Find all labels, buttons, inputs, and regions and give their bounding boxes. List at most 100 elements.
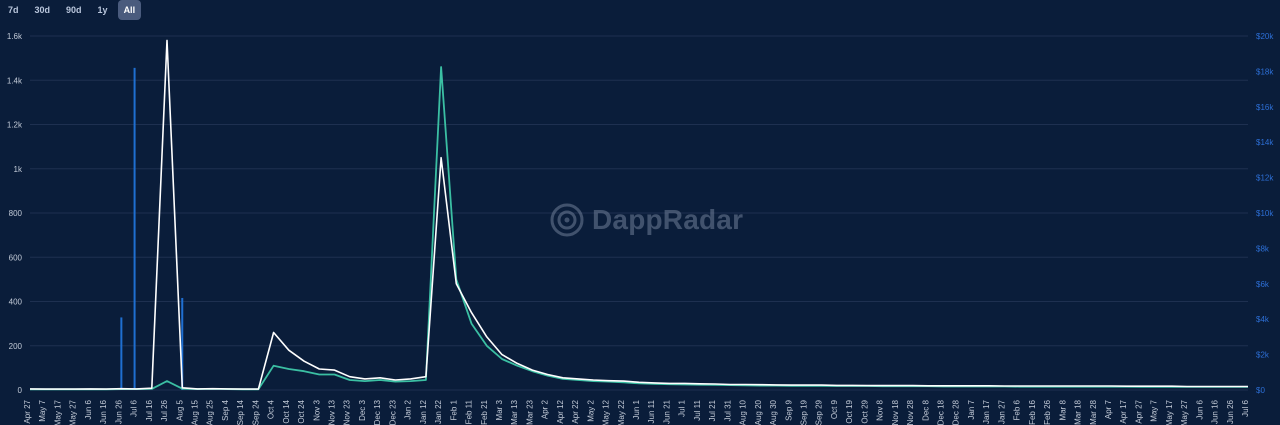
x-tick-label: May 27 — [69, 399, 78, 425]
x-tick-label: Sep 14 — [236, 399, 245, 425]
x-tick-label: Jan 12 — [419, 399, 428, 424]
x-tick-label: May 7 — [38, 399, 47, 421]
x-tick-label: Jul 6 — [130, 399, 139, 416]
y-right-tick-label: $8k — [1256, 244, 1270, 253]
tab-1y[interactable]: 1y — [97, 5, 108, 15]
x-tick-label: Oct 14 — [282, 399, 291, 423]
x-tick-label: Aug 25 — [206, 399, 215, 425]
x-tick-label: Oct 29 — [860, 399, 869, 423]
y-right-tick-label: $18k — [1256, 67, 1274, 76]
x-tick-label: Jul 6 — [1241, 399, 1250, 416]
y-left-tick-label: 1k — [14, 165, 23, 174]
y-right-tick-label: $0 — [1256, 386, 1265, 395]
x-tick-label: Jun 21 — [662, 399, 671, 424]
y-right-tick-label: $2k — [1256, 351, 1270, 360]
watermark-text: DappRadar — [592, 204, 744, 235]
x-tick-label: Oct 9 — [830, 399, 839, 419]
y-right-tick-label: $12k — [1256, 174, 1274, 183]
x-tick-label: Jun 26 — [1226, 399, 1235, 424]
x-tick-label: Jun 26 — [114, 399, 123, 424]
x-tick-label: Jul 11 — [693, 399, 702, 420]
x-tick-label: Feb 21 — [480, 399, 489, 424]
x-tick-label: Jun 16 — [1211, 399, 1220, 424]
x-tick-label: Nov 8 — [876, 399, 885, 420]
x-tick-label: Nov 18 — [891, 399, 900, 425]
y-right-tick-label: $20k — [1256, 32, 1274, 41]
x-tick-label: Feb 16 — [1028, 399, 1037, 424]
tab-7d[interactable]: 7d — [8, 5, 19, 15]
x-tick-label: Jan 7 — [967, 399, 976, 419]
x-tick-label: Feb 6 — [1013, 399, 1022, 420]
y-left-tick-label: 1.4k — [7, 76, 23, 85]
tab-90d[interactable]: 90d — [66, 5, 82, 15]
x-tick-label: Nov 23 — [343, 399, 352, 425]
y-left-tick-label: 0 — [18, 386, 23, 395]
x-tick-label: May 12 — [602, 399, 611, 425]
x-tick-label: Apr 2 — [541, 399, 550, 419]
x-tick-label: Dec 3 — [358, 399, 367, 420]
x-tick-label: Mar 18 — [1074, 399, 1083, 424]
x-tick-label: Sep 24 — [251, 399, 260, 425]
x-tick-label: Nov 28 — [906, 399, 915, 425]
tab-all[interactable]: All — [117, 0, 142, 20]
x-tick-label: Jul 21 — [708, 399, 717, 421]
x-tick-label: Mar 3 — [495, 399, 504, 420]
x-tick-label: Nov 3 — [312, 399, 321, 420]
x-tick-label: May 27 — [1180, 399, 1189, 425]
x-tick-label: Apr 27 — [1134, 399, 1143, 423]
x-tick-label: Sep 19 — [799, 399, 808, 425]
x-tick-label: Mar 13 — [510, 399, 519, 424]
x-tick-label: Feb 1 — [449, 399, 458, 420]
x-tick-label: Jul 1 — [678, 399, 687, 416]
y-right-tick-label: $6k — [1256, 280, 1270, 289]
x-tick-label: Dec 18 — [937, 399, 946, 425]
x-tick-label: Feb 11 — [465, 399, 474, 424]
x-tick-label: Oct 4 — [267, 399, 276, 419]
x-tick-label: Jun 1 — [632, 399, 641, 419]
x-tick-label: Dec 28 — [952, 399, 961, 425]
x-tick-label: May 17 — [53, 399, 62, 425]
tab-30d[interactable]: 30d — [34, 5, 51, 15]
x-tick-label: Jun 6 — [84, 399, 93, 419]
x-tick-label: Nov 13 — [328, 399, 337, 425]
x-tick-label: Aug 10 — [739, 399, 748, 425]
volume-bar — [120, 317, 123, 390]
users-series-line — [29, 39, 1248, 390]
x-tick-label: Mar 23 — [525, 399, 534, 424]
x-tick-label: May 22 — [617, 399, 626, 425]
x-tick-label: Oct 19 — [845, 399, 854, 423]
x-tick-label: May 17 — [1165, 399, 1174, 425]
y-left-tick-label: 400 — [9, 298, 23, 307]
x-tick-label: Dec 8 — [921, 399, 930, 420]
volume-bar — [181, 297, 184, 390]
y-left-tick-label: 1.2k — [7, 121, 23, 130]
x-tick-label: Apr 17 — [1119, 399, 1128, 423]
x-tick-label: Jan 22 — [434, 399, 443, 424]
x-tick-label: Aug 30 — [769, 399, 778, 425]
x-tick-label: Jul 16 — [145, 399, 154, 421]
x-tick-label: Feb 26 — [1043, 399, 1052, 424]
x-tick-label: Mar 28 — [1089, 399, 1098, 424]
x-tick-label: Jan 27 — [997, 399, 1006, 424]
x-tick-label: Apr 27 — [23, 399, 32, 423]
dappradar-watermark: DappRadar — [550, 203, 743, 237]
x-tick-label: Apr 12 — [556, 399, 565, 423]
x-tick-label: Aug 15 — [190, 399, 199, 425]
x-tick-label: Sep 9 — [784, 399, 793, 420]
y-right-tick-label: $14k — [1256, 138, 1274, 147]
x-tick-label: Oct 24 — [297, 399, 306, 423]
x-tick-label: May 2 — [586, 399, 595, 421]
x-tick-label: Jan 2 — [404, 399, 413, 419]
x-tick-label: Jul 26 — [160, 399, 169, 421]
x-tick-label: Jul 31 — [723, 399, 732, 421]
x-tick-label: Aug 5 — [175, 399, 184, 420]
x-tick-label: Dec 13 — [373, 399, 382, 425]
x-tick-label: Jun 11 — [647, 399, 656, 423]
x-tick-label: Apr 22 — [571, 399, 580, 423]
y-right-tick-label: $16k — [1256, 103, 1274, 112]
x-tick-label: Dec 23 — [388, 399, 397, 425]
x-tick-label: Sep 29 — [815, 399, 824, 425]
y-left-tick-label: 1.6k — [7, 32, 23, 41]
time-range-tabs: 7d 30d 90d 1y All — [2, 0, 142, 20]
x-tick-label: Jun 6 — [1195, 399, 1204, 419]
